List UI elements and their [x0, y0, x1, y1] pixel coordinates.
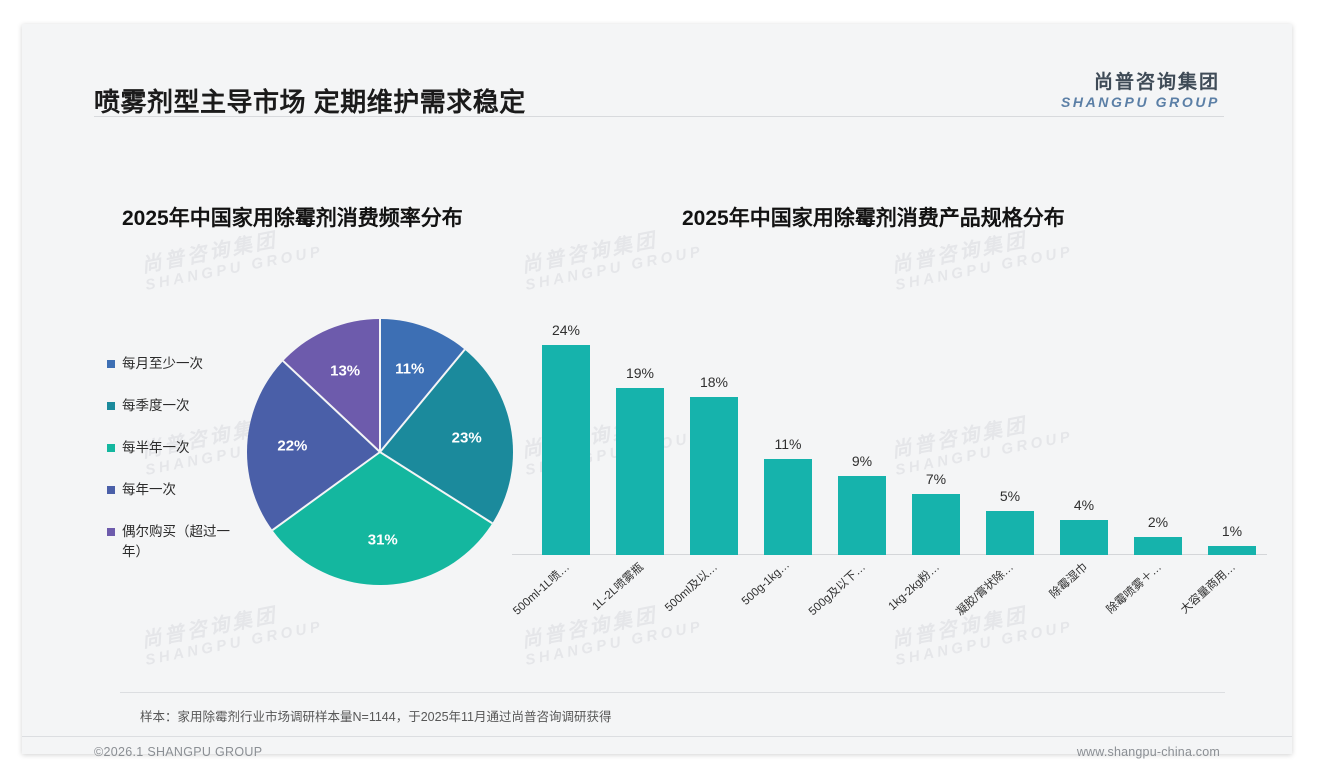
pie-legend-label: 每季度一次 — [122, 398, 190, 413]
bar-rect[interactable] — [542, 344, 590, 555]
bar-category-label: 1L-2L喷雾瓶 — [590, 561, 647, 613]
bar-category-label: 凝胶/膏状除… — [954, 561, 1017, 619]
bar-value-label: 5% — [999, 488, 1021, 505]
note-divider — [120, 692, 1225, 693]
bar-rect[interactable] — [986, 511, 1034, 555]
bar-rect[interactable] — [912, 493, 960, 555]
pie-slice-label: 13% — [330, 362, 361, 380]
bar-value-label: 24% — [551, 321, 581, 338]
bar-rect[interactable] — [1208, 546, 1256, 555]
bar-category-label: 500g及以下… — [806, 561, 869, 619]
pie-legend-label: 每月至少一次 — [122, 356, 203, 371]
pie-slice-divider — [379, 451, 493, 525]
pie-slice-divider — [379, 319, 381, 452]
bar-category-label: 500ml及以… — [663, 561, 721, 615]
bar-rect[interactable] — [616, 388, 664, 555]
bar-rect[interactable] — [1060, 519, 1108, 555]
bar-category-label: 1kg-2kg粉… — [886, 561, 943, 613]
pie-legend-label: 每半年一次 — [122, 440, 190, 455]
pie-slice-label: 11% — [395, 360, 425, 378]
pie-slice-label: 31% — [367, 531, 398, 549]
bar-rect[interactable] — [1134, 537, 1182, 555]
pie-chart: 每月至少一次 每季度一次每半年一次每年一次偶尔购买（超过一年） 11% 23% 31%… — [107, 309, 513, 609]
bar-rect[interactable] — [690, 397, 738, 555]
pie-graphic: 11% 23% 31% 22% 13% — [247, 319, 513, 585]
slide-header: 喷雾剂型主导市场 定期维护需求稳定 尚普咨询集团 SHANGPU GROUP — [22, 24, 1292, 117]
bar-value-label: 7% — [925, 470, 947, 487]
pie-slice-divider — [271, 451, 381, 531]
pie-legend-label: 偶尔购买（超过一年） — [122, 524, 230, 559]
pie-legend: 每月至少一次 每季度一次每半年一次每年一次偶尔购买（超过一年） — [107, 354, 247, 584]
website-link[interactable]: www.shangpu-china.com — [1076, 745, 1220, 759]
bar-category-label: 大容量商用… — [1178, 561, 1239, 617]
pie-slice-label: 23% — [451, 429, 482, 447]
pie-slice-label: 22% — [277, 437, 308, 455]
bar-category-label: 500g-1kg… — [739, 559, 793, 608]
bar-chart: 24% 500ml-1L喷… 19% 1L-2L喷雾瓶 18% 500ml及以… 11% 50… — [511, 309, 1272, 669]
bar-chart-title: 2025年中国家用除霉剂消费产品规格分布 — [682, 207, 1065, 230]
legend-swatch-icon — [107, 528, 115, 536]
bar-value-label: 1% — [1221, 523, 1243, 540]
legend-swatch-icon — [107, 360, 115, 368]
pie-legend-item[interactable]: 每年一次 — [107, 480, 247, 500]
pie-legend-item[interactable]: 每季度一次 — [107, 396, 247, 416]
bar-value-label: 2% — [1147, 514, 1169, 531]
bar-rect[interactable] — [838, 476, 886, 555]
bar-category-label: 500ml-1L喷… — [511, 561, 573, 618]
bar-value-label: 19% — [625, 365, 655, 382]
copyright-text: ©2026.1 SHANGPU GROUP — [94, 745, 263, 759]
pie-chart-title: 2025年中国家用除霉剂消费频率分布 — [122, 207, 463, 230]
footer-divider — [22, 736, 1292, 737]
header-divider — [94, 116, 1224, 117]
bar-rect[interactable] — [764, 458, 812, 555]
pie-legend-label: 每年一次 — [122, 482, 176, 497]
pie-legend-item[interactable]: 偶尔购买（超过一年） — [107, 522, 247, 562]
brand-logo: 尚普咨询集团 SHANGPU GROUP — [1061, 72, 1220, 111]
bar-value-label: 18% — [699, 374, 729, 391]
legend-swatch-icon — [107, 402, 115, 410]
bar-value-label: 4% — [1073, 496, 1095, 513]
page-title: 喷雾剂型主导市场 定期维护需求稳定 — [94, 87, 526, 117]
bar-value-label: 9% — [851, 453, 873, 470]
legend-swatch-icon — [107, 444, 115, 452]
slide: 喷雾剂型主导市场 定期维护需求稳定 尚普咨询集团 SHANGPU GROUP 尚… — [22, 24, 1292, 759]
sample-note: 样本：家用除霉剂行业市场调研样本量N=1144，于2025年11月通过尚普咨询调… — [140, 710, 612, 724]
legend-swatch-icon — [107, 486, 115, 494]
logo-cn-text: 尚普咨询集团 — [1093, 72, 1220, 93]
pie-legend-item[interactable]: 每半年一次 — [107, 438, 247, 458]
bar-baseline-axis — [512, 554, 1267, 555]
bar-value-label: 11% — [774, 435, 802, 452]
bar-category-label: 除霉湿巾 — [1047, 561, 1091, 601]
pie-legend-item[interactable]: 每月至少一次 — [107, 354, 247, 374]
bar-category-label: 除霉喷雾＋… — [1104, 561, 1165, 617]
logo-en-text: SHANGPU GROUP — [1060, 94, 1220, 110]
